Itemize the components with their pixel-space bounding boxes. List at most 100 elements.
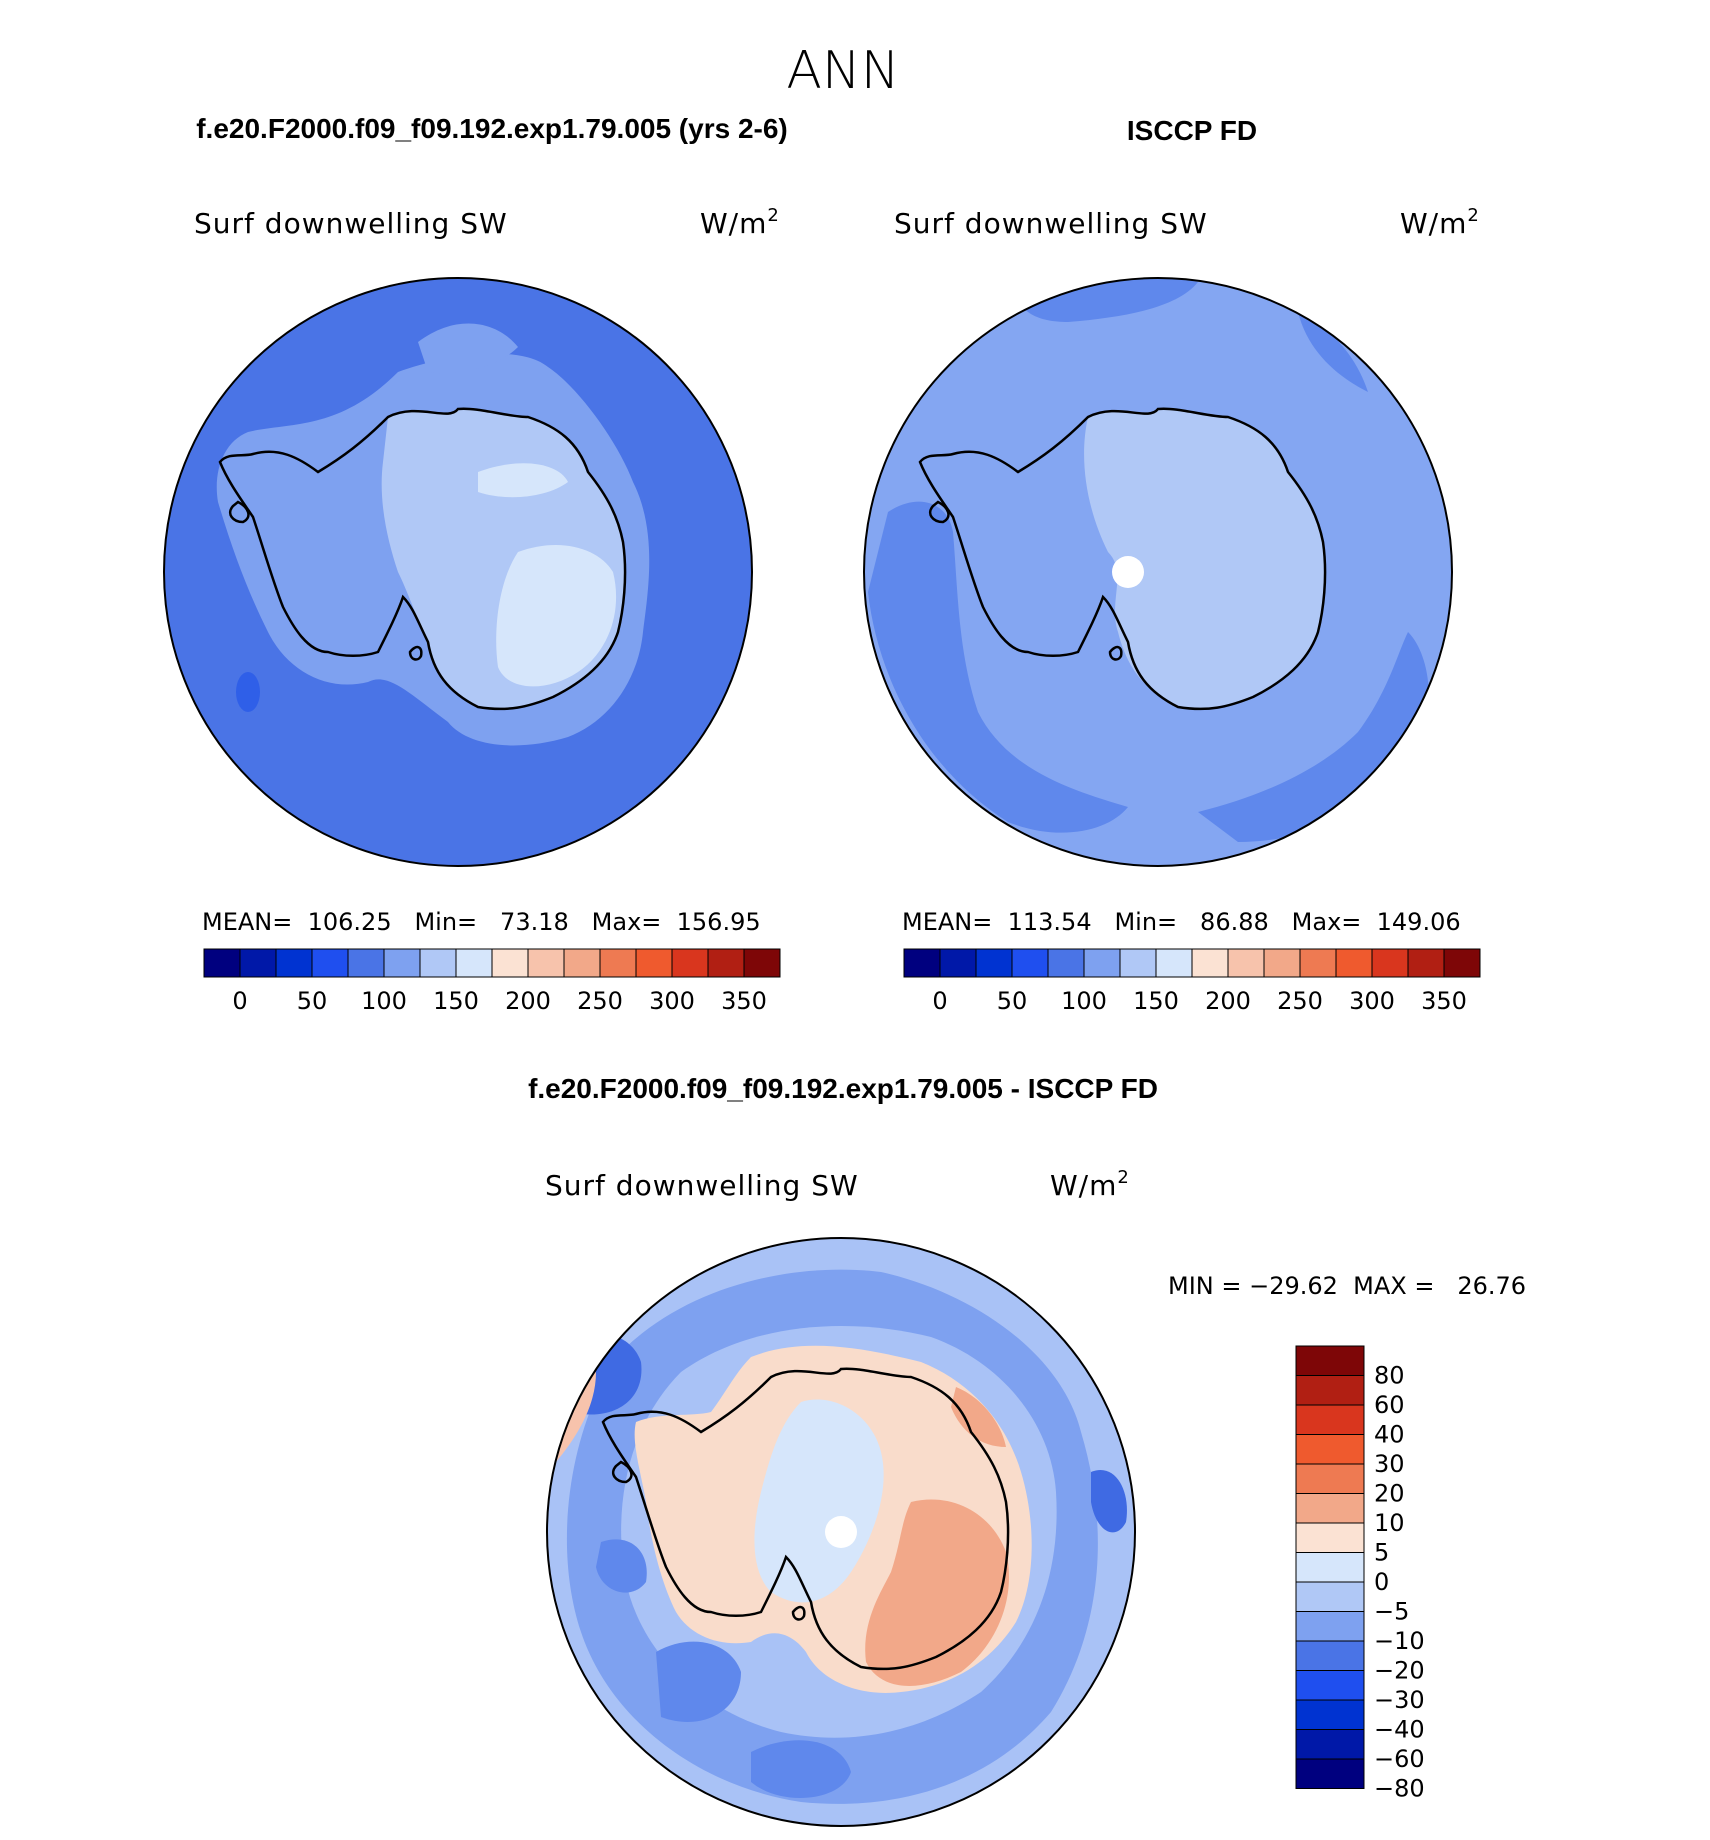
right-units-sup: 2: [1467, 205, 1479, 226]
colorbar-box: [455, 948, 493, 978]
right-map-dark-ring-west: [868, 501, 1128, 833]
colorbar-box: [275, 948, 313, 978]
colorbar-box: [903, 948, 941, 978]
diff-colorbar-tick-label: 10: [1374, 1509, 1405, 1537]
colorbar-box: [1155, 948, 1193, 978]
season-title: ANN: [786, 41, 899, 101]
diff-colorbar-tick-label: 5: [1374, 1539, 1389, 1567]
colorbar-tick-label: 50: [297, 987, 328, 1015]
diff-colorbar-tick-label: 30: [1374, 1450, 1405, 1478]
right-map-dark-ring-ne: [1298, 312, 1368, 392]
diff-colorbar-tick-label: 60: [1374, 1391, 1405, 1419]
colorbar-box: [311, 948, 349, 978]
colorbar-box: [599, 948, 637, 978]
colorbar-tick-label: 350: [721, 987, 767, 1015]
diff-map-dark-blob-sw: [656, 1641, 741, 1722]
diff-map-ice-orange-ne: [951, 1387, 1006, 1447]
colorbar-box: [671, 948, 709, 978]
colorbar-tick-label: 250: [577, 987, 623, 1015]
left-colorbar: 0 50 100 150 200 250 300 350: [203, 948, 781, 1015]
left-map-dark-spot: [236, 672, 260, 712]
left-units-sup: 2: [767, 205, 779, 226]
colorbar-box: [419, 948, 457, 978]
diff-colorbar-tick-label: 40: [1374, 1421, 1405, 1449]
diff-colorbar-tick-label: −20: [1374, 1657, 1425, 1685]
diff-map-dark-blob-s: [751, 1740, 851, 1799]
diff-colorbar-tick-label: 0: [1374, 1568, 1389, 1596]
diff-colorbar-tick-label: −60: [1374, 1745, 1425, 1773]
diff-colorbar-box: [1295, 1404, 1365, 1435]
right-variable-label: Surf downwelling SW: [894, 207, 1208, 240]
diff-colorbar-tick-label: −30: [1374, 1686, 1425, 1714]
colorbar-box: [1443, 948, 1481, 978]
diff-colorbar-box: [1295, 1345, 1365, 1376]
colorbar-box: [1047, 948, 1085, 978]
colorbar-box: [1299, 948, 1337, 978]
colorbar-box: [1119, 948, 1157, 978]
diff-map: [547, 1238, 1135, 1826]
left-map: [164, 278, 752, 866]
left-units-base: W/m: [700, 207, 767, 240]
diff-colorbar-box: [1295, 1522, 1365, 1553]
diff-colorbar-tick-label: −10: [1374, 1627, 1425, 1655]
diff-colorbar-tick-label: −40: [1374, 1716, 1425, 1744]
diff-colorbar-box: [1295, 1758, 1365, 1789]
diff-colorbar-box: [1295, 1611, 1365, 1642]
diff-units-sup: 2: [1117, 1167, 1129, 1188]
diff-minmax: MIN = −29.62 MAX = 26.76: [1168, 1272, 1526, 1300]
colorbar-box: [383, 948, 421, 978]
right-stats: MEAN= 113.54 Min= 86.88 Max= 149.06: [902, 908, 1461, 936]
colorbar-box: [491, 948, 529, 978]
left-map-ice-max: [496, 544, 617, 687]
colorbar-tick-label: 300: [649, 987, 695, 1015]
colorbar-box: [527, 948, 565, 978]
diff-colorbar-box: [1295, 1699, 1365, 1730]
diff-colorbar-tick-label: −5: [1374, 1598, 1409, 1626]
diff-map-border: [546, 1237, 1136, 1827]
left-map-north-plume: [418, 323, 518, 374]
diff-units: W/m2: [1050, 1167, 1130, 1202]
colorbar-tick-label: 300: [1349, 987, 1395, 1015]
colorbar-box: [563, 948, 601, 978]
colorbar-tick-label: 100: [1061, 987, 1107, 1015]
colorbar-tick-label: 200: [1205, 987, 1251, 1015]
right-map-pole-hole: [1112, 556, 1144, 588]
left-stats: MEAN= 106.25 Min= 73.18 Max= 156.95: [202, 908, 761, 936]
colorbar-tick-label: 0: [932, 987, 947, 1015]
colorbar-tick-label: 250: [1277, 987, 1323, 1015]
colorbar-box: [1227, 948, 1265, 978]
colorbar-tick-label: 100: [361, 987, 407, 1015]
diff-map-pole-hole: [825, 1516, 857, 1548]
right-map-border: [863, 277, 1453, 867]
diff-colorbar-box: [1295, 1670, 1365, 1701]
colorbar-box: [635, 948, 673, 978]
colorbar-box: [1083, 948, 1121, 978]
right-units: W/m2: [1400, 205, 1480, 240]
diff-colorbar-box: [1295, 1640, 1365, 1671]
right-map-ice: [1084, 408, 1326, 709]
diff-map-dark-blob-e: [1091, 1470, 1127, 1533]
right-map: [864, 278, 1452, 866]
colorbar-box: [707, 948, 745, 978]
colorbar-box: [347, 948, 385, 978]
colorbar-box: [1407, 948, 1445, 978]
diff-colorbar-box: [1295, 1463, 1365, 1494]
left-variable-label: Surf downwelling SW: [194, 207, 508, 240]
left-map-border: [163, 277, 753, 867]
colorbar-box: [1011, 948, 1049, 978]
left-units: W/m2: [700, 205, 780, 240]
colorbar-tick-label: 150: [433, 987, 479, 1015]
diff-colorbar-tick-label: 20: [1374, 1480, 1405, 1508]
colorbar-box: [975, 948, 1013, 978]
diff-colorbar-box: [1295, 1552, 1365, 1583]
colorbar-box: [939, 948, 977, 978]
colorbar-box: [1371, 948, 1409, 978]
colorbar-box: [1191, 948, 1229, 978]
diff-map-dark-blob-sw2: [596, 1539, 647, 1593]
colorbar-tick-label: 0: [232, 987, 247, 1015]
colorbar-tick-label: 150: [1133, 987, 1179, 1015]
colorbar-box: [1263, 948, 1301, 978]
colorbar-box: [239, 948, 277, 978]
diff-map-ice-blue: [754, 1399, 884, 1603]
